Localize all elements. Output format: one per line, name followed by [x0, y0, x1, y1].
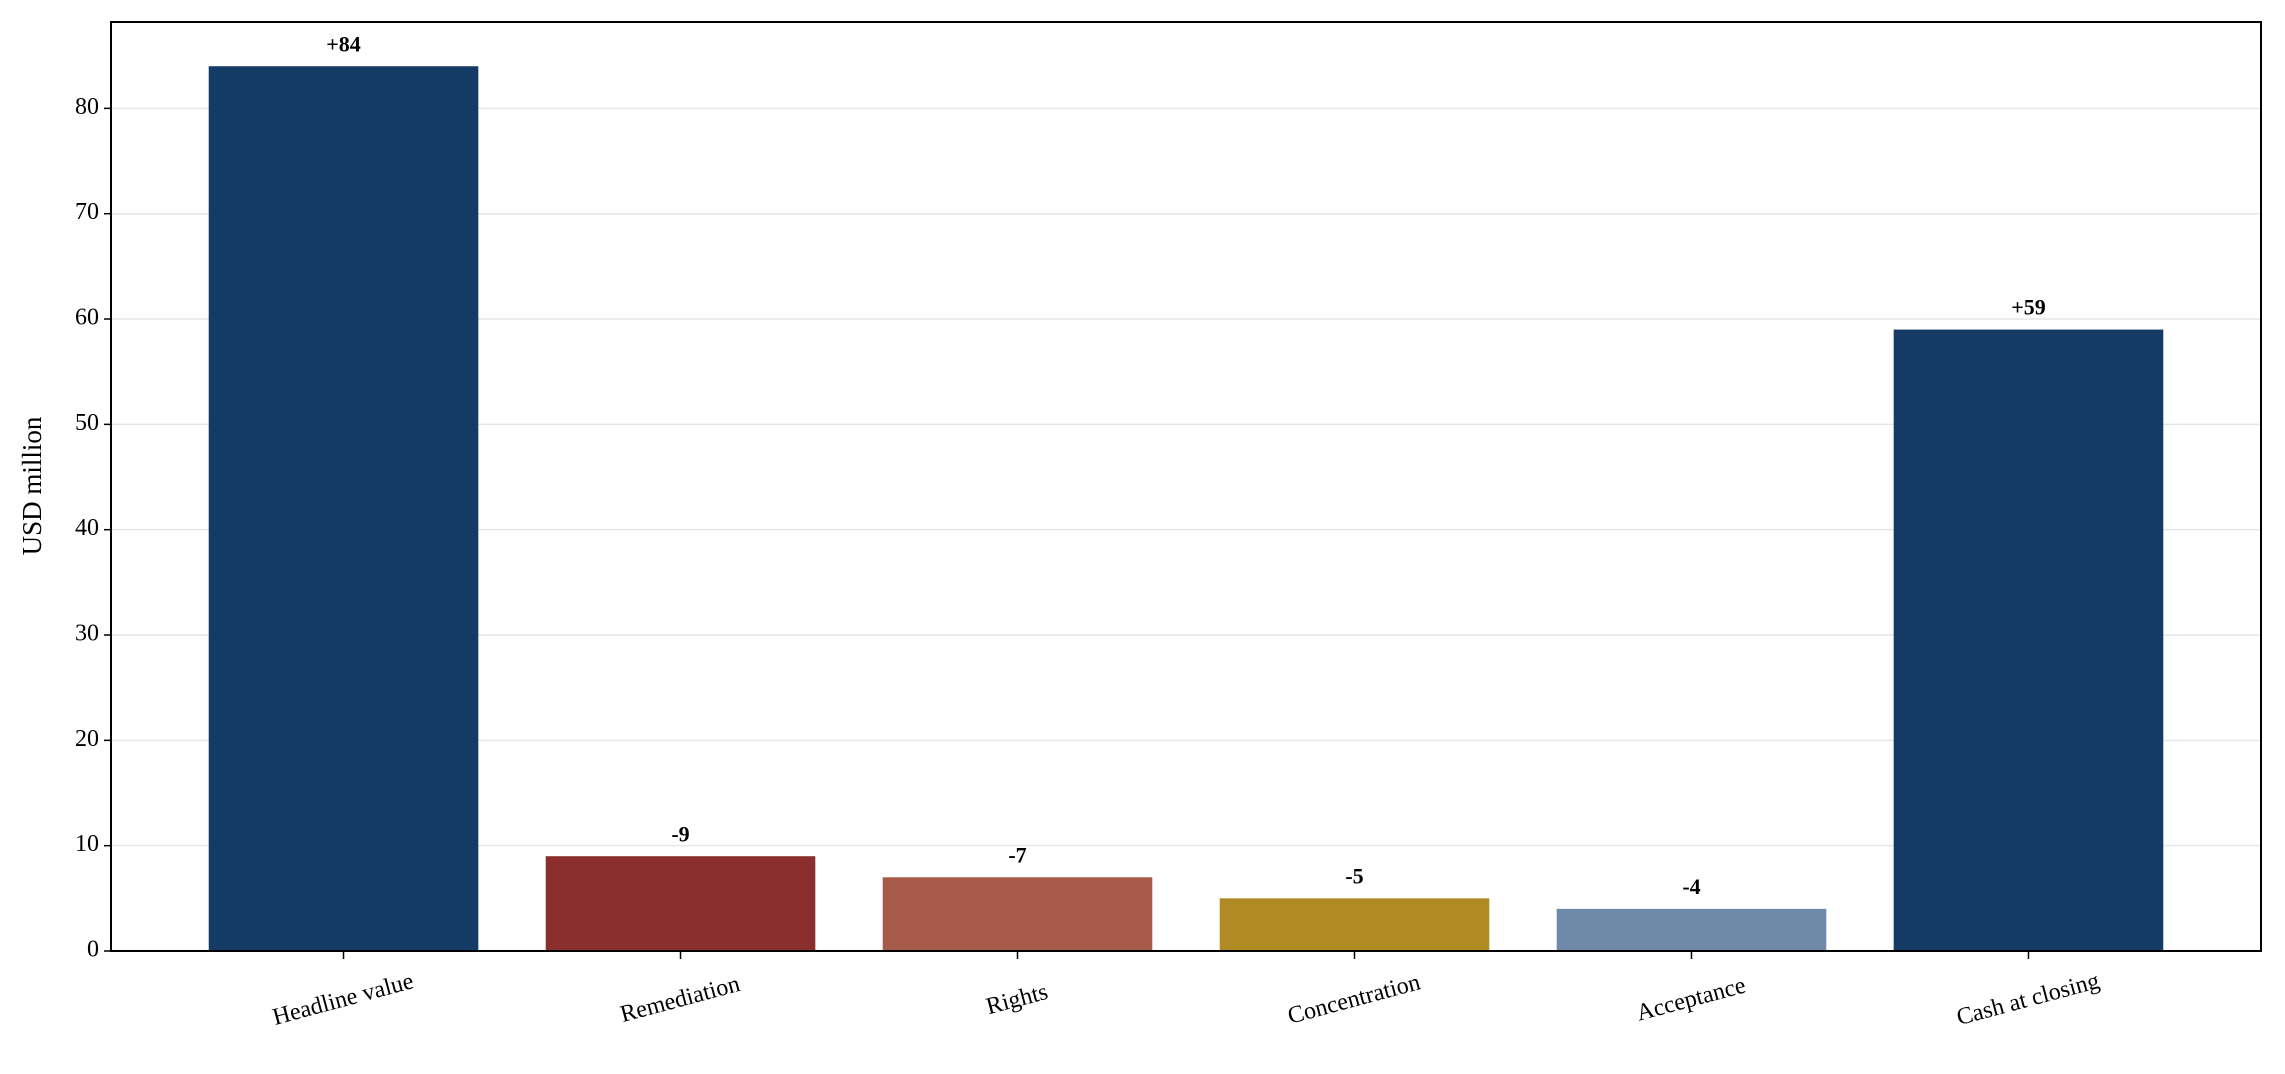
plot-frame [110, 21, 2262, 952]
bar [208, 66, 479, 951]
value-label: -7 [1008, 842, 1026, 867]
y-tick-label: 50 [75, 410, 99, 436]
value-label: -9 [671, 821, 689, 846]
y-tick-label: 40 [75, 515, 99, 541]
y-tick-label: 70 [75, 199, 99, 225]
bar [1893, 329, 2164, 952]
x-tick-label: Cash at closing [1954, 968, 2102, 1031]
value-label: -5 [1345, 863, 1363, 888]
value-label: -4 [1682, 874, 1700, 899]
x-tick-label: Headline value [270, 968, 416, 1031]
y-tick-label: 0 [87, 937, 99, 963]
x-tick-label: Acceptance [1634, 973, 1749, 1027]
y-tick-label: 60 [75, 305, 99, 331]
y-tick-label: 30 [75, 621, 99, 647]
bar [882, 877, 1153, 951]
x-tick-label: Concentration [1285, 969, 1423, 1029]
y-axis-label: USD million [17, 416, 47, 555]
bar [1556, 908, 1827, 951]
x-tick-label: Remediation [618, 971, 743, 1028]
bar [545, 856, 816, 951]
x-tick-label: Rights [983, 979, 1050, 1020]
bar [1219, 898, 1490, 951]
y-tick-label: 20 [75, 726, 99, 752]
y-tick-label: 80 [75, 94, 99, 120]
value-label: +59 [2011, 295, 2046, 320]
value-label: +84 [326, 31, 361, 56]
y-tick-label: 10 [75, 831, 99, 857]
